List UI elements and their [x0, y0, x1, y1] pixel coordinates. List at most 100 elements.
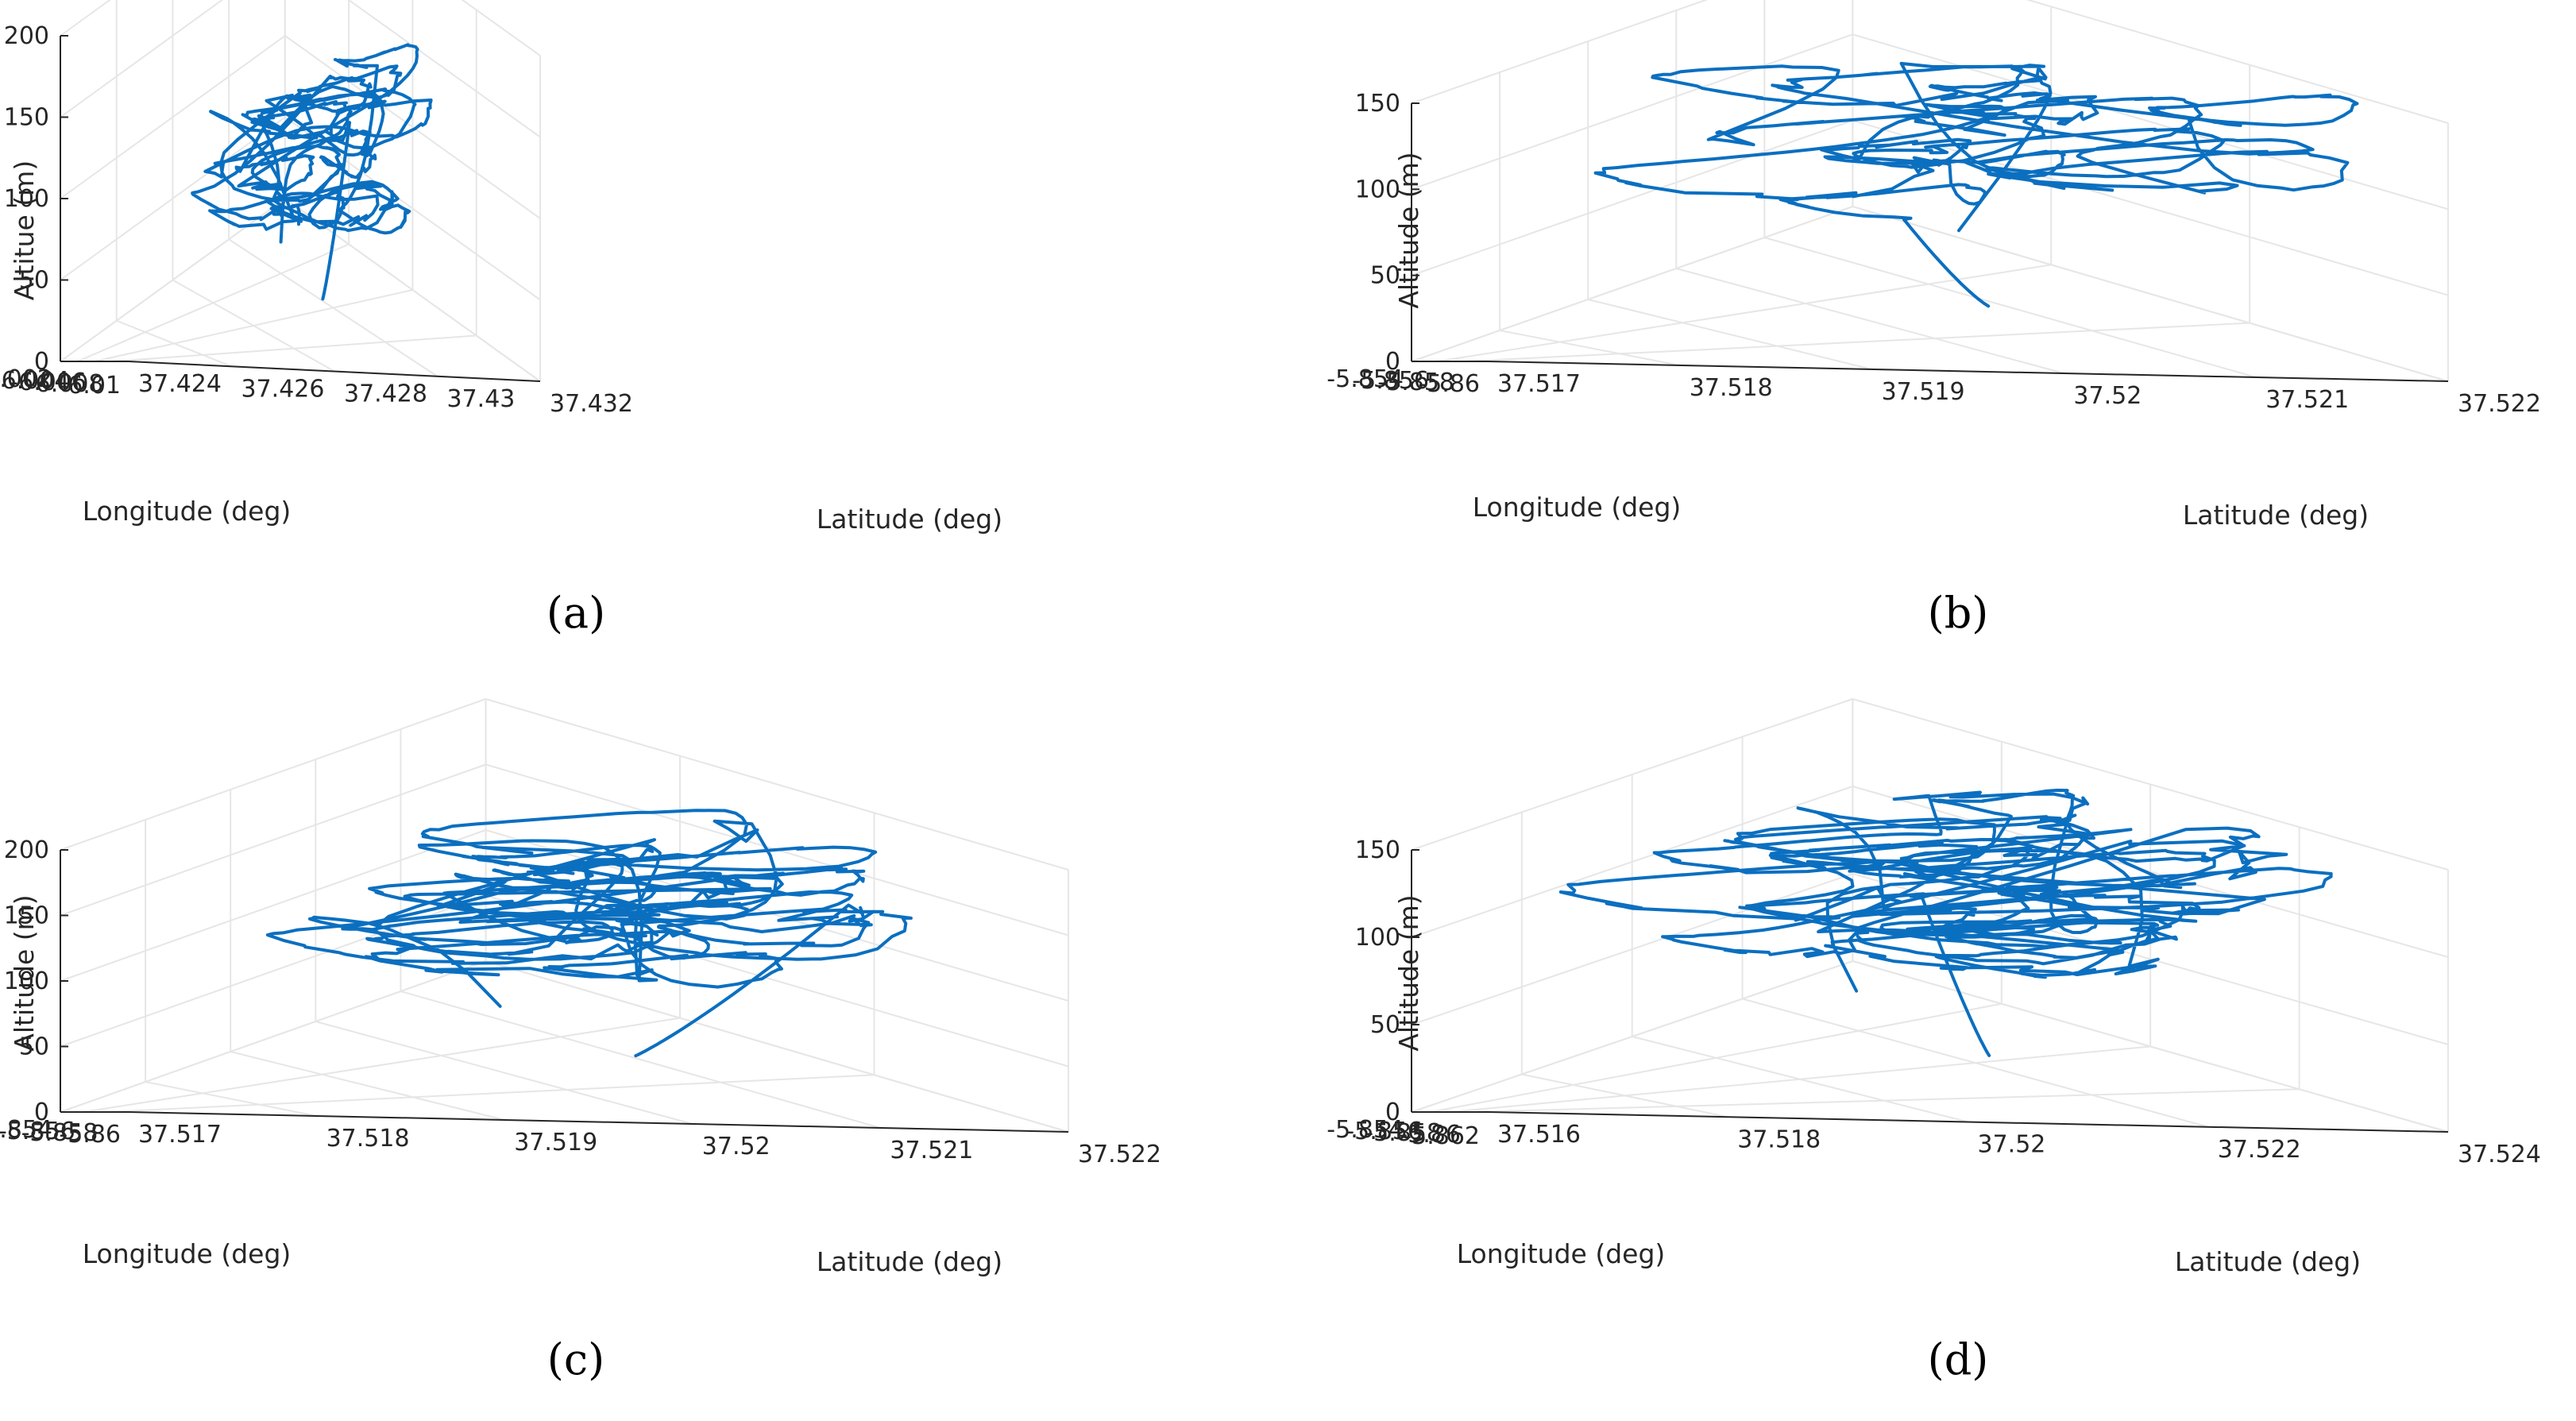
- x-tick-label: -5.86: [1399, 1121, 1461, 1149]
- flight-trajectory: [265, 809, 913, 1058]
- x-tick-label: -6.006: [10, 369, 87, 396]
- z-tick-label: 100: [4, 967, 49, 995]
- x-tick-label: -6.008: [27, 370, 104, 398]
- y-tick-label: 37.522: [2458, 390, 2541, 418]
- wall-gridline: [60, 763, 486, 917]
- y-tick-label: 37.52: [702, 1133, 770, 1160]
- flight-trajectory: [1558, 788, 2333, 1057]
- x-tick-label: -5.858: [21, 1119, 98, 1147]
- floor-gridline: [1462, 322, 2250, 362]
- z-axis-label: Altitude (m): [9, 894, 40, 1051]
- x-tick-label: -5.856: [1346, 1118, 1423, 1145]
- z-tick-label: 200: [4, 836, 49, 864]
- z-tick-label: 50: [1370, 262, 1400, 290]
- y-tick-label: 37.43: [447, 385, 516, 413]
- x-tick-label: -5.854: [1327, 1116, 1404, 1144]
- x-tick-label: -5.854: [0, 1116, 52, 1144]
- floor-gridline: [1436, 264, 2052, 362]
- y-tick-label: 37.518: [326, 1125, 410, 1153]
- x-tick-label: -5.862: [1403, 1122, 1480, 1150]
- floor-gridline: [1675, 268, 2064, 374]
- panel-caption: (b): [1928, 588, 1989, 638]
- wall-gridline: [485, 960, 1069, 1133]
- x-tick-label: -5.854: [1327, 365, 1404, 393]
- x-tick-label: -5.86: [1418, 370, 1480, 398]
- x-tick-label: -5.856: [0, 1118, 75, 1145]
- flight-trajectory: [1593, 61, 2359, 308]
- flight-trajectory: [191, 43, 433, 301]
- floor-gridline: [1521, 1073, 1728, 1118]
- x-axis-label: Longitude (deg): [83, 1238, 292, 1269]
- floor-gridline: [1587, 299, 1872, 370]
- y-tick-label: 37.52: [2073, 382, 2142, 410]
- x-tick-label: -6.004: [0, 367, 70, 395]
- floor-gridline: [116, 319, 232, 368]
- latitude-axis-line: [1487, 1111, 2449, 1133]
- x-axis-label: Longitude (deg): [83, 496, 292, 527]
- wall-gridline: [2026, 0, 2449, 124]
- floor-gridline: [228, 238, 438, 377]
- chart-panel-b: 0 50 100 150 -5.854-5.856-5.858-5.86 37.517 37…: [1327, 0, 2541, 638]
- y-tick-label: 37.521: [2265, 386, 2349, 414]
- floor-gridline: [400, 990, 881, 1129]
- y-tick-label: 37.517: [138, 1121, 222, 1149]
- z-axis-label: Altitude (m): [1393, 894, 1424, 1051]
- y-tick-label: 37.432: [550, 390, 633, 418]
- floor-gridline: [172, 279, 335, 373]
- z-tick-label: 150: [4, 902, 49, 930]
- x-axis-label: Longitude (deg): [1473, 492, 1682, 523]
- y-tick-label: 37.424: [138, 370, 222, 398]
- y-tick-label: 37.522: [2218, 1136, 2301, 1164]
- wall-gridline: [485, 698, 1069, 871]
- z-tick-label: 50: [19, 1033, 49, 1061]
- y-tick-label: 37.428: [344, 380, 427, 408]
- x-tick-label: -5.86: [59, 1121, 121, 1149]
- z-tick-label: 0: [34, 348, 49, 376]
- floor-gridline: [315, 1021, 693, 1125]
- z-tick-label: 100: [1355, 924, 1400, 952]
- y-axis-label: Latitude (deg): [2183, 500, 2369, 531]
- wall-gridline: [1411, 0, 1709, 104]
- panel-caption: (a): [546, 588, 605, 638]
- panel-caption: (c): [547, 1334, 604, 1384]
- x-axis-label: Longitude (deg): [1457, 1238, 1666, 1269]
- wall-gridline: [1411, 33, 1853, 191]
- chart-panel-d: 0 50 100 150 -5.854-5.856-5.858-5.86-5.862 37…: [1327, 698, 2541, 1384]
- latitude-axis-line: [1487, 361, 2449, 382]
- z-tick-label: 0: [1385, 1099, 1400, 1126]
- y-tick-label: 37.522: [1078, 1141, 1161, 1168]
- floor-gridline: [1764, 237, 2257, 378]
- y-axis-label: Latitude (deg): [2175, 1246, 2361, 1277]
- wall-gridline: [1411, 206, 1853, 362]
- floor-gridline: [83, 1017, 681, 1113]
- latitude-axis-line: [128, 361, 541, 382]
- wall-gridline: [1411, 119, 1853, 276]
- panel-caption: (d): [1928, 1334, 1989, 1384]
- y-axis-label: Latitude (deg): [817, 504, 1002, 535]
- y-tick-label: 37.524: [2458, 1141, 2541, 1168]
- z-axis-label: Altitue (m): [9, 160, 40, 300]
- wall-gridline: [1852, 33, 2449, 210]
- y-tick-label: 37.521: [890, 1137, 973, 1164]
- wall-gridline: [461, 0, 541, 56]
- z-tick-label: 100: [1355, 176, 1400, 203]
- floor-gridline: [1499, 330, 1680, 366]
- z-tick-label: 150: [4, 104, 49, 132]
- z-tick-label: 50: [1370, 1011, 1400, 1039]
- z-tick-label: 150: [1355, 90, 1400, 118]
- y-tick-label: 37.519: [1882, 378, 1965, 406]
- x-tick-label: -6.01: [59, 372, 121, 400]
- floor-gridline: [230, 1051, 505, 1121]
- x-tick-label: -5.856: [1352, 367, 1429, 395]
- z-tick-label: 0: [34, 1099, 49, 1126]
- z-tick-label: 100: [4, 185, 49, 213]
- wall-gridline: [60, 829, 486, 982]
- wall-gridline: [60, 960, 486, 1113]
- floor-gridline: [1742, 998, 2209, 1128]
- z-tick-label: 0: [1385, 348, 1400, 376]
- wall-gridline: [1852, 119, 2449, 296]
- x-tick-label: -5.858: [1365, 1119, 1442, 1147]
- wall-gridline: [60, 894, 486, 1048]
- y-tick-label: 37.516: [1497, 1121, 1581, 1149]
